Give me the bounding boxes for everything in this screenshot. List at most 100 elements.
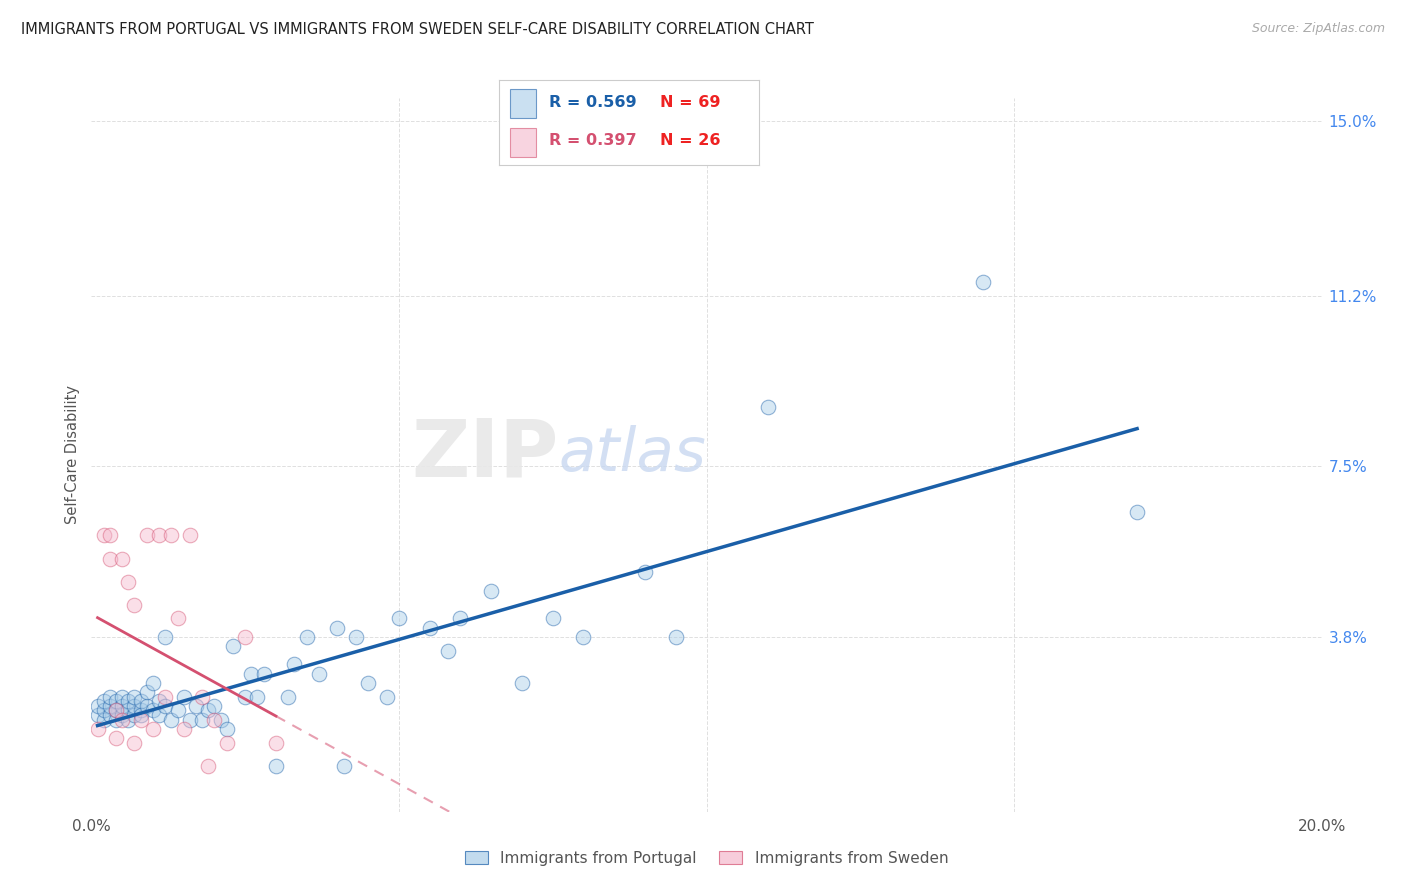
Point xyxy=(153,630,177,644)
Point xyxy=(93,528,115,542)
Point xyxy=(148,528,170,542)
Point xyxy=(357,675,380,690)
Point xyxy=(111,698,134,713)
Point xyxy=(93,703,115,717)
Point xyxy=(197,758,219,772)
Point xyxy=(572,630,595,644)
Point xyxy=(98,528,121,542)
Text: N = 26: N = 26 xyxy=(661,134,721,148)
Point xyxy=(240,666,263,681)
Bar xyxy=(509,89,536,118)
Point xyxy=(117,703,139,717)
Point xyxy=(105,703,127,717)
Point xyxy=(634,566,657,580)
Point xyxy=(264,736,287,750)
Point xyxy=(756,400,779,414)
Point xyxy=(283,657,305,672)
Text: ZIP: ZIP xyxy=(412,416,558,494)
Point xyxy=(184,698,207,713)
Point xyxy=(202,698,225,713)
Point xyxy=(449,611,471,625)
Point xyxy=(111,551,134,566)
Point xyxy=(202,713,225,727)
Point xyxy=(117,574,139,589)
Point xyxy=(93,713,115,727)
Point xyxy=(191,713,214,727)
Point xyxy=(153,698,177,713)
Point xyxy=(1126,506,1149,520)
Point xyxy=(510,675,533,690)
Point xyxy=(124,698,146,713)
Point xyxy=(129,703,152,717)
Point xyxy=(541,611,564,625)
Bar xyxy=(509,128,536,157)
Point xyxy=(93,694,115,708)
Point xyxy=(86,722,108,736)
Point xyxy=(153,690,177,704)
Point xyxy=(419,621,441,635)
Point xyxy=(191,690,214,704)
Point xyxy=(124,708,146,723)
Point xyxy=(332,758,354,772)
Point xyxy=(179,713,201,727)
Point xyxy=(173,722,195,736)
Point xyxy=(179,528,201,542)
Point xyxy=(197,703,219,717)
Point xyxy=(105,731,127,745)
Point xyxy=(148,708,170,723)
Point xyxy=(479,583,502,598)
Point xyxy=(105,703,127,717)
Point xyxy=(277,690,299,704)
Point xyxy=(215,722,238,736)
Point xyxy=(86,698,108,713)
Point xyxy=(105,713,127,727)
Point xyxy=(105,694,127,708)
Point xyxy=(166,611,188,625)
Point xyxy=(166,703,188,717)
Text: R = 0.397: R = 0.397 xyxy=(548,134,636,148)
Point xyxy=(437,643,460,657)
Point xyxy=(264,758,287,772)
Point xyxy=(124,598,146,612)
Text: IMMIGRANTS FROM PORTUGAL VS IMMIGRANTS FROM SWEDEN SELF-CARE DISABILITY CORRELAT: IMMIGRANTS FROM PORTUGAL VS IMMIGRANTS F… xyxy=(21,22,814,37)
Legend: Immigrants from Portugal, Immigrants from Sweden: Immigrants from Portugal, Immigrants fro… xyxy=(458,845,955,871)
Text: N = 69: N = 69 xyxy=(661,95,721,111)
Point xyxy=(233,630,256,644)
Point xyxy=(326,621,349,635)
Point xyxy=(135,698,157,713)
Point xyxy=(117,713,139,727)
Point xyxy=(222,639,245,653)
Point xyxy=(124,736,146,750)
Point xyxy=(135,528,157,542)
Point xyxy=(308,666,330,681)
Point xyxy=(129,713,152,727)
Point xyxy=(215,736,238,750)
Point xyxy=(135,685,157,699)
Y-axis label: Self-Care Disability: Self-Care Disability xyxy=(65,385,80,524)
Point xyxy=(142,675,165,690)
Point xyxy=(129,694,152,708)
Point xyxy=(142,703,165,717)
Point xyxy=(148,694,170,708)
Point xyxy=(86,708,108,723)
Text: R = 0.569: R = 0.569 xyxy=(548,95,636,111)
Point xyxy=(98,708,121,723)
Point xyxy=(111,713,134,727)
Point xyxy=(375,690,398,704)
Point xyxy=(111,690,134,704)
Point xyxy=(209,713,232,727)
Point xyxy=(98,551,121,566)
Point xyxy=(388,611,411,625)
Text: Source: ZipAtlas.com: Source: ZipAtlas.com xyxy=(1251,22,1385,36)
Point xyxy=(111,708,134,723)
Point xyxy=(129,708,152,723)
Point xyxy=(253,666,276,681)
Point xyxy=(295,630,318,644)
Point xyxy=(98,698,121,713)
Point xyxy=(665,630,688,644)
Point xyxy=(246,690,269,704)
Point xyxy=(160,713,183,727)
Point xyxy=(117,694,139,708)
Text: atlas: atlas xyxy=(558,425,707,484)
Point xyxy=(344,630,367,644)
